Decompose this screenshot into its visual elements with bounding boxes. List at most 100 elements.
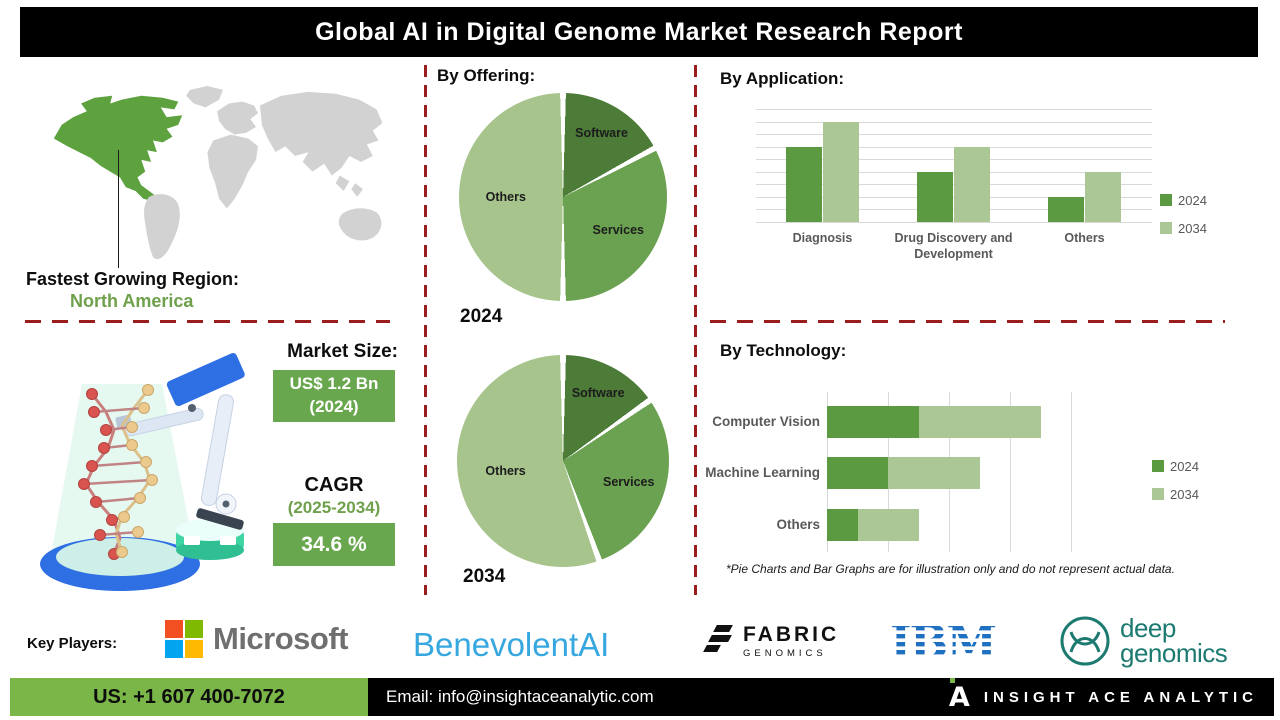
map-asia (259, 91, 383, 176)
gridline (1010, 392, 1011, 552)
microsoft-squares-icon (165, 620, 203, 658)
bar-2034 (954, 147, 990, 222)
map-north-america (53, 95, 183, 201)
bar-2024 (827, 509, 858, 541)
deep-wordmark-line1: deep (1120, 613, 1176, 644)
fabric-genomics-sub: GENOMICS (743, 647, 827, 659)
microsoft-logo: Microsoft (165, 620, 349, 658)
legend-swatch-2024 (1160, 194, 1172, 206)
technology-bar-chart: Computer Vision Machine Learning Others (700, 390, 1180, 565)
application-legend: 2024 2034 (1160, 186, 1207, 242)
gridline (1071, 392, 1072, 552)
chart-disclaimer: *Pie Charts and Bar Graphs are for illus… (726, 562, 1175, 576)
report-title: Global AI in Digital Genome Market Resea… (315, 17, 963, 46)
cagr-period: (2025-2034) (287, 498, 381, 517)
technology-legend: 2024 2034 (1152, 452, 1199, 508)
map-connector-line (118, 150, 119, 268)
map-africa (207, 134, 258, 209)
bar-2034 (823, 122, 859, 222)
category-label: Others (1064, 231, 1105, 245)
divider-right (710, 320, 1225, 323)
legend-item: 2024 (1152, 452, 1199, 480)
legend-label: 2034 (1178, 220, 1207, 236)
gridline (756, 134, 1152, 135)
legend-label: 2034 (1170, 486, 1199, 502)
category-label: Drug Discovery and Development (894, 231, 1013, 262)
category-label: Diagnosis (792, 231, 853, 245)
microsoft-wordmark: Microsoft (213, 621, 349, 656)
divider-vertical-1 (424, 65, 427, 595)
legend-item: 2024 (1160, 186, 1207, 214)
world-map (53, 86, 383, 260)
gridline (756, 222, 1152, 223)
pie-slice-label: Services (592, 223, 644, 238)
bar-2024 (786, 147, 822, 222)
ibm-wordmark: IBM (890, 618, 995, 666)
pie-2024 (459, 93, 667, 301)
cagr-heading: CAGR (304, 474, 364, 496)
insight-ace-a-icon: A (948, 677, 970, 713)
ibm-logo: IBM (890, 615, 1015, 671)
key-players-label: Key Players: (27, 635, 118, 652)
insight-ace-analytic-logo: A INSIGHT ACE ANALYTIC (948, 677, 1258, 713)
bar-2034 (888, 457, 980, 489)
footer-phone-bar: US: +1 607 400-7072 (10, 678, 368, 716)
market-size-year: (2024) (309, 397, 359, 416)
pie-slice-label: Services (602, 474, 655, 489)
by-application-heading: By Application: (720, 69, 845, 88)
category-label: Others (776, 517, 820, 532)
cagr-value: 34.6 % (301, 532, 367, 556)
pie-2034 (457, 355, 669, 567)
bar-2024 (827, 406, 919, 438)
legend-label: 2024 (1170, 458, 1199, 474)
title-bar: Global AI in Digital Genome Market Resea… (20, 7, 1258, 57)
pie-slice-label: Others (485, 190, 526, 204)
pie-slice-label: Software (571, 386, 625, 401)
map-europe (217, 101, 258, 135)
application-bar-chart: Diagnosis Drug Discovery and Development O… (756, 109, 1186, 279)
legend-swatch-2034 (1160, 222, 1172, 234)
gridline (756, 109, 1152, 110)
legend-item: 2034 (1152, 480, 1199, 508)
by-technology-heading: By Technology: (720, 341, 847, 360)
deep-wordmark-line2: genomics (1120, 638, 1228, 668)
footer-email-bar: Email: info@insightaceanalytic.com A INS… (368, 677, 1274, 716)
market-size-heading: Market Size: (287, 341, 398, 362)
deep-genomics-logo: deep genomics (1058, 613, 1228, 668)
deep-genomics-icon (1060, 616, 1110, 666)
map-australia (338, 208, 382, 241)
fabric-genomics-logo: FABRIC GENOMICS (703, 622, 840, 660)
category-label: Machine Learning (705, 465, 820, 480)
legend-item: 2034 (1160, 214, 1207, 242)
divider-vertical-2 (694, 65, 697, 595)
bar-2034 (858, 509, 919, 541)
market-size-value: US$ 1.2 Bn (289, 374, 379, 394)
pie-slice-label: Others (485, 464, 526, 479)
legend-label: 2024 (1178, 192, 1207, 208)
fabric-wordmark: FABRIC (743, 622, 840, 646)
insight-ace-wordmark: INSIGHT ACE ANALYTIC (983, 688, 1258, 706)
benevolentai-logo: BenevolentAI (413, 626, 610, 663)
market-size-value-box: US$ 1.2 Bn (2024) (273, 370, 395, 422)
dna-robot-illustration (40, 353, 245, 591)
email-address: Email: info@insightaceanalytic.com (386, 687, 654, 706)
by-offering-heading: By Offering: (437, 66, 536, 85)
map-south-america (144, 194, 180, 260)
bar-2024 (827, 457, 888, 489)
bar-2024 (1048, 197, 1084, 222)
fastest-growing-region-label: Fastest Growing Region: (26, 269, 240, 289)
pie-year-label: 2034 (463, 566, 506, 587)
fastest-growing-region-value: North America (70, 291, 194, 311)
bar-2024 (917, 172, 953, 222)
gridline (756, 122, 1152, 123)
category-label: Computer Vision (712, 414, 820, 429)
map-se-asia (335, 175, 363, 197)
fabric-genomics-icon (703, 622, 735, 660)
cagr-value-box: 34.6 % (273, 523, 395, 566)
pie-slice-label: Software (575, 125, 628, 140)
bar-2034 (1085, 172, 1121, 222)
divider-left (25, 320, 390, 323)
legend-swatch-2034 (1152, 488, 1164, 500)
phone-number: US: +1 607 400-7072 (93, 685, 285, 708)
